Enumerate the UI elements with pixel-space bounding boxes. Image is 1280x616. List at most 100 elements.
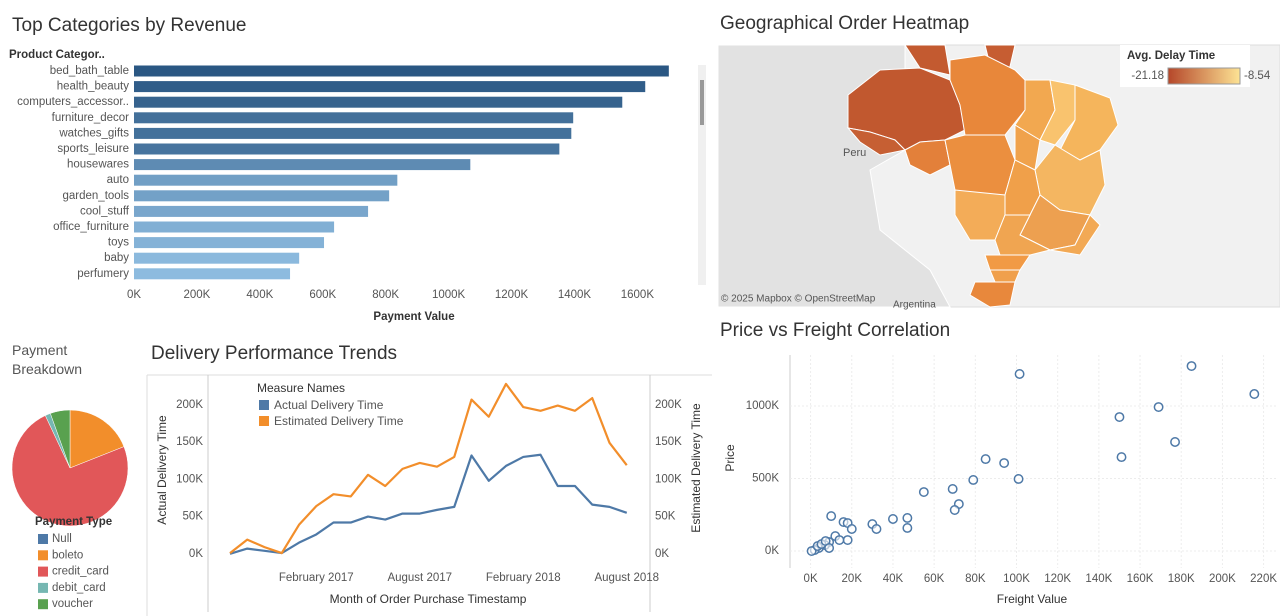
scatter-point (902, 523, 913, 533)
scatter-point (1014, 369, 1025, 379)
bar (134, 252, 300, 264)
scrollbar-thumb[interactable] (700, 80, 704, 125)
scatter-point (1114, 412, 1125, 423)
y2-tick-label: 100K (655, 473, 682, 485)
y-tick-label: 1000K (746, 400, 780, 412)
x-tick-label: 0K (804, 573, 818, 585)
x-tick-label: 1000K (432, 289, 466, 301)
y2-tick-label: 150K (655, 436, 682, 448)
map-annotation: Argentina (893, 300, 936, 311)
x-tick-label: August 2017 (387, 572, 452, 584)
legend-swatch (38, 599, 48, 610)
bar (134, 127, 572, 139)
legend-swatch (259, 416, 269, 426)
legend-label: Estimated Delivery Time (274, 414, 404, 428)
x-tick-label: 1200K (495, 289, 529, 301)
category-label: computers_accessor.. (17, 96, 129, 108)
category-label: housewares (67, 159, 129, 171)
x-tick-label: 200K (1209, 573, 1236, 585)
category-label: cool_stuff (80, 205, 130, 217)
legend-max: -8.54 (1244, 70, 1271, 82)
bar (134, 237, 325, 249)
y-tick-label: 100K (176, 473, 203, 485)
y2-tick-label: 200K (655, 399, 682, 411)
scrollbar-track[interactable] (698, 65, 706, 285)
map-legend-gradient (1167, 67, 1241, 85)
scatter-point (1186, 361, 1197, 371)
bar (134, 112, 574, 124)
x-tick-label: 1600K (621, 289, 655, 301)
scatter-point (888, 514, 898, 524)
x-tick-label: 140K (1085, 573, 1112, 585)
bar (134, 268, 291, 280)
chart-title: Price vs Freight Correlation (720, 320, 950, 341)
y-header: Product Categor.. (9, 49, 105, 61)
scatter-point (947, 484, 958, 494)
scatter-point (980, 454, 991, 465)
x-tick-label: 80K (965, 573, 986, 585)
scatter-point (968, 475, 979, 485)
y-tick-label: 0K (189, 548, 203, 560)
scatter-point (1170, 437, 1180, 447)
scatter-point (842, 535, 853, 545)
pie-title: Payment Breakdown (12, 342, 83, 377)
bar (134, 81, 646, 93)
y-tick-label: 0K (765, 545, 779, 557)
x-tick-label: 180K (1168, 573, 1195, 585)
x-tick-label: 40K (883, 573, 904, 585)
bar (134, 96, 623, 108)
map-region (949, 54, 1031, 136)
bar (134, 159, 471, 171)
category-label: auto (107, 174, 129, 186)
legend-label: voucher (52, 598, 93, 610)
x-tick-label: 400K (246, 289, 273, 301)
x-tick-label: 800K (372, 289, 399, 301)
scatter-point (826, 511, 837, 522)
chart-title: Top Categories by Revenue (12, 15, 246, 36)
chart-title: Delivery Performance Trends (151, 343, 397, 364)
pie-slice (11, 415, 129, 527)
x-tick-label: 220K (1250, 573, 1277, 585)
y-tick-label: 150K (176, 436, 203, 448)
scatter-point (1249, 389, 1260, 399)
category-label: sports_leisure (57, 143, 129, 155)
map (717, 44, 1280, 308)
x-axis-title: Freight Value (997, 592, 1068, 606)
x-axis-title: Month of Order Purchase Timestamp (330, 592, 527, 606)
bar (134, 221, 335, 233)
x-tick-label: 120K (1044, 573, 1071, 585)
y2-tick-label: 0K (655, 548, 669, 560)
x-tick-label: 20K (842, 573, 863, 585)
category-label: perfumery (77, 268, 129, 280)
category-label: health_beauty (57, 81, 130, 93)
category-label: furniture_decor (52, 112, 130, 124)
x-tick-label: 600K (309, 289, 336, 301)
category-label: toys (108, 237, 129, 249)
legend-title: Payment Type (35, 516, 112, 528)
legend-min: -21.18 (1131, 70, 1164, 82)
legend-title: Avg. Delay Time (1127, 50, 1215, 62)
y-axis-title: Price (723, 444, 737, 472)
bar (134, 65, 669, 77)
scatter-point (902, 513, 913, 523)
x-tick-label: 160K (1127, 573, 1154, 585)
y2-tick-label: 50K (655, 511, 676, 523)
scatter-point (1153, 402, 1164, 413)
category-label: watches_gifts (58, 127, 129, 139)
bar (134, 190, 390, 202)
category-label: bed_bath_table (50, 65, 129, 77)
y-tick-label: 50K (183, 511, 204, 523)
scatter-point (834, 535, 845, 545)
legend-swatch (38, 582, 48, 593)
legend-label: Null (52, 533, 72, 545)
legend-label: Actual Delivery Time (274, 398, 384, 412)
y2-axis-title: Estimated Delivery Time (689, 403, 703, 533)
scatter-point (1013, 474, 1024, 484)
map-region (1049, 214, 1101, 256)
chart-title: Geographical Order Heatmap (720, 13, 969, 34)
x-tick-label: February 2017 (279, 572, 354, 584)
scatter-point (871, 524, 882, 534)
